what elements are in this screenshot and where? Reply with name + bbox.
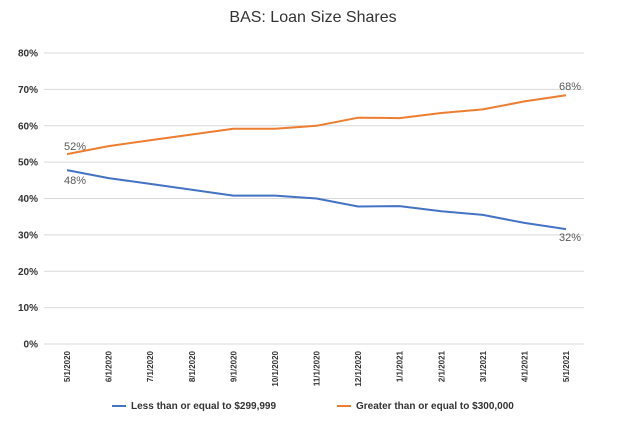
x-tick-label: 2/1/2021 (437, 350, 446, 382)
y-tick-label: 70% (18, 85, 38, 96)
x-tick-label: 12/1/2020 (354, 350, 363, 386)
y-tick-label: 60% (18, 121, 38, 132)
y-tick-label: 10% (18, 303, 38, 314)
series-line-0 (66, 169, 567, 231)
data-labels: 48% 32% 52% 68% (64, 81, 581, 244)
chart-title: BAS: Loan Size Shares (229, 9, 396, 26)
x-axis-tick-labels: 5/1/2020 6/1/2020 7/1/2020 8/1/2020 9/1/2020… (63, 350, 571, 386)
legend-entry-1: Greater than or equal to $300,000 (356, 401, 514, 412)
x-tick-label: 5/1/2020 (63, 350, 72, 382)
x-tick-label: 7/1/2020 (146, 350, 155, 382)
x-tick-label: 10/1/2020 (271, 350, 280, 386)
x-tick-label: 1/1/2021 (396, 350, 405, 382)
x-tick-label: 11/1/2020 (313, 350, 322, 386)
data-label: 48% (64, 175, 86, 187)
y-tick-label: 40% (18, 194, 38, 205)
y-tick-label: 0% (24, 340, 39, 351)
legend: Less than or equal to $299,999 Greater th… (112, 401, 514, 412)
x-tick-label: 5/1/2021 (562, 350, 571, 382)
y-axis-tick-labels: 0% 10% 20% 30% 40% 50% 60% 70% 80% (18, 49, 38, 351)
x-tick-label: 4/1/2021 (520, 350, 529, 382)
y-tick-label: 20% (18, 267, 38, 278)
x-tick-label: 9/1/2020 (229, 350, 238, 382)
y-tick-label: 50% (18, 158, 38, 169)
data-label: 32% (559, 232, 581, 244)
data-label: 68% (559, 81, 581, 93)
data-label: 52% (64, 141, 86, 153)
y-tick-label: 80% (18, 49, 38, 60)
series-lines (66, 94, 567, 231)
y-tick-label: 30% (18, 230, 38, 241)
legend-entry-0: Less than or equal to $299,999 (131, 401, 276, 412)
x-tick-label: 3/1/2021 (479, 350, 488, 382)
x-tick-label: 6/1/2020 (105, 350, 114, 382)
x-tick-label: 8/1/2020 (188, 350, 197, 382)
series-line-1 (66, 94, 567, 156)
